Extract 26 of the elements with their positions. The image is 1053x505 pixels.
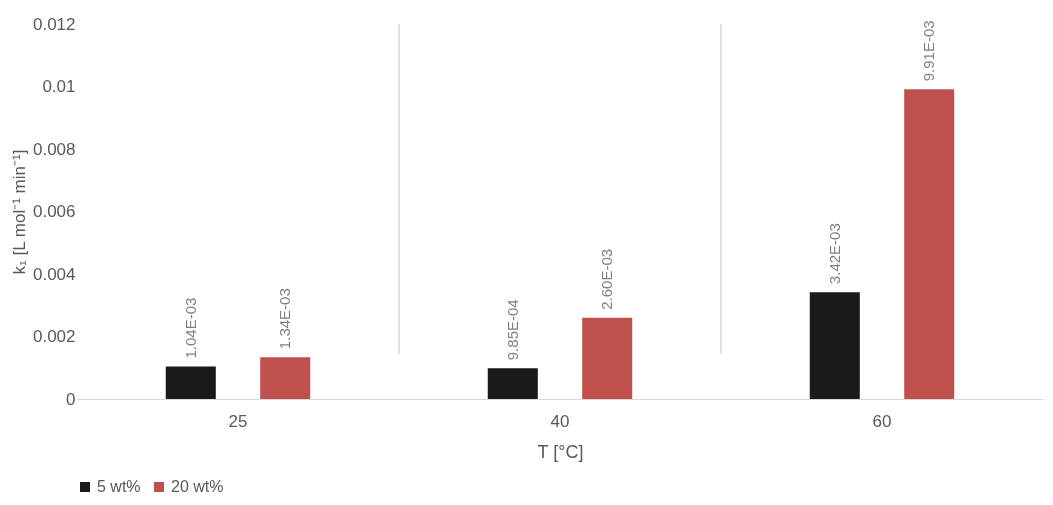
legend-label: 5 wt% [97, 478, 141, 495]
y-tick-label: 0.006 [32, 202, 76, 221]
data-label: 9.85E-04 [503, 299, 521, 361]
y-tick-label: 0.002 [32, 327, 76, 346]
data-label: 2.60E-03 [598, 248, 616, 310]
y-tick-label: 0.012 [32, 14, 76, 34]
y-tick-label: 0.01 [42, 77, 76, 96]
y-tick-label: 0.008 [32, 139, 76, 159]
x-axis-title: T [°C] [537, 441, 584, 462]
bar [487, 368, 538, 399]
bar [260, 357, 311, 399]
data-label: 1.04E-03 [181, 297, 199, 359]
bar [582, 317, 633, 399]
data-label: 3.42E-03 [825, 223, 843, 285]
x-tick-label: 60 [872, 411, 892, 431]
bar [904, 89, 955, 399]
y-axis-title: k₁ [L mol⁻¹ min⁻¹] [9, 149, 29, 275]
x-tick-label: 25 [228, 411, 248, 431]
y-tick-label: 0.004 [32, 264, 76, 284]
data-label: 1.34E-03 [276, 288, 294, 350]
legend-label: 20 wt% [171, 478, 224, 495]
x-tick-label: 40 [550, 411, 570, 431]
bar [165, 366, 216, 399]
data-label: 9.91E-03 [920, 20, 938, 82]
bar [809, 292, 860, 399]
y-tick-label: 0 [66, 389, 76, 409]
